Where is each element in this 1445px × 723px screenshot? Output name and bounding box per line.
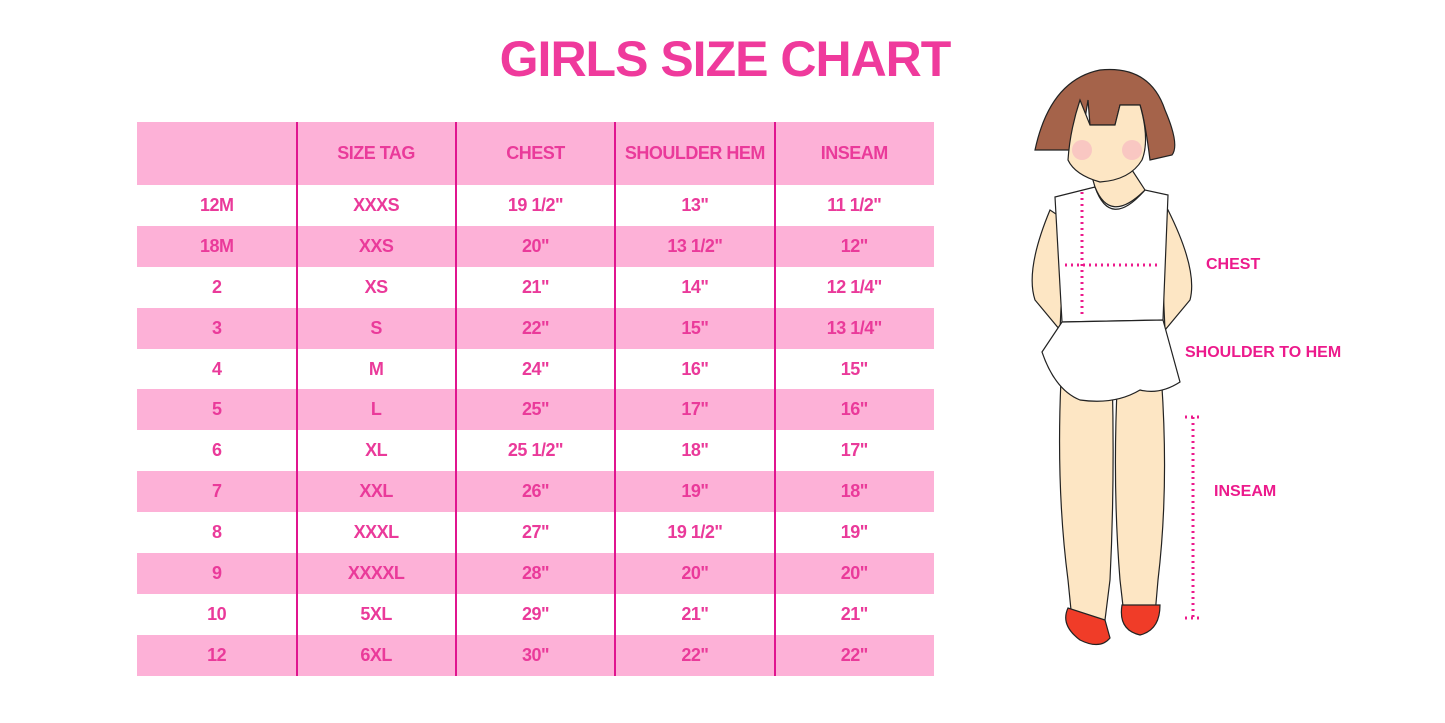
header-cell: SIZE TAG	[337, 143, 415, 163]
table-row: 9 XXXXL 28" 20" 20"	[137, 553, 934, 594]
table-header: SIZE TAG CHEST SHOULDER HEM INSEAM	[137, 122, 934, 185]
girl-figure-illustration	[1020, 60, 1380, 675]
table-cell: 25 1/2"	[507, 440, 564, 461]
table-cell: 13 1/4"	[826, 317, 883, 338]
table-row: 10 5XL 29" 21" 21"	[137, 594, 934, 635]
table-cell: 21"	[521, 276, 550, 297]
table-cell: 16"	[840, 399, 869, 420]
table-cell: 12"	[840, 235, 869, 256]
table-cell: 12	[207, 644, 227, 665]
table-cell: 16"	[681, 358, 709, 379]
table-cell: 5XL	[360, 603, 392, 624]
table-cell: 13 1/2"	[667, 235, 723, 256]
table-row: 18M XXS 20" 13 1/2" 12"	[137, 225, 934, 267]
table-cell: XL	[365, 440, 388, 461]
table-cell: 13"	[681, 194, 709, 215]
table-cell: 20"	[840, 562, 869, 583]
table-cell: 25"	[521, 399, 550, 420]
table-cell: 19 1/2"	[507, 194, 564, 215]
table-cell: 19"	[840, 522, 869, 543]
inseam-label: INSEAM	[1214, 483, 1277, 500]
table-row: 8 XXXL 27" 19 1/2" 19"	[137, 512, 934, 553]
table-cell: 28"	[521, 562, 550, 583]
table-cell: 14"	[681, 276, 709, 297]
table-cell: XXL	[359, 481, 393, 502]
table-cell: XS	[364, 276, 389, 297]
table-cell: 6XL	[360, 644, 392, 665]
table-row: 7 XXL 26" 19" 18"	[137, 471, 934, 513]
table-cell: XXXS	[353, 194, 400, 215]
table-cell: 18"	[681, 440, 709, 461]
column-divider	[455, 122, 457, 676]
table-cell: S	[370, 317, 382, 338]
table-cell: 12M	[199, 194, 234, 215]
table-cell: 29"	[521, 603, 550, 624]
table-cell: XXS	[358, 235, 394, 256]
table-cell: 18M	[199, 235, 234, 256]
column-divider	[614, 122, 616, 676]
table-cell: 2	[211, 276, 222, 297]
table-cell: 15"	[681, 317, 709, 338]
table-cell: 8	[211, 522, 222, 543]
table-cell: 22"	[681, 644, 709, 665]
table-cell: 17"	[840, 440, 869, 461]
table-cell: 7	[211, 481, 222, 502]
table-cell: XXXXL	[347, 562, 405, 583]
table-cell: 26"	[521, 481, 550, 502]
girl-illustration	[1031, 68, 1200, 646]
table-row: 2 XS 21" 14" 12 1/4"	[137, 267, 934, 308]
table-cell: 24"	[521, 358, 550, 379]
chest-label: CHEST	[1206, 256, 1261, 273]
table-cell: 20"	[521, 235, 550, 256]
page-title: GIRLS SIZE CHART	[499, 31, 952, 87]
table-cell: 15"	[840, 358, 869, 379]
table-cell: 22"	[521, 317, 550, 338]
table-cell: 17"	[681, 399, 709, 420]
table-cell: 5	[211, 399, 222, 420]
table-cell: 30"	[521, 644, 550, 665]
shoulder-to-hem-label: SHOULDER TO HEM	[1185, 344, 1342, 361]
table-cell: 12 1/4"	[826, 276, 883, 297]
table-cell: 19"	[681, 481, 709, 502]
table-cell: 21"	[681, 603, 709, 624]
table-row: 6 XL 25 1/2" 18" 17"	[137, 430, 934, 471]
table-cell: 27"	[521, 522, 550, 543]
header-cell: CHEST	[506, 143, 565, 163]
table-cell: 3	[211, 317, 222, 338]
table-row: 4 M 24" 16" 15"	[137, 349, 934, 390]
table-cell: L	[370, 399, 382, 420]
table-cell: M	[368, 358, 384, 379]
table-cell: 10	[207, 603, 227, 624]
table-row: 5 L 25" 17" 16"	[137, 389, 934, 431]
table-cell: 22"	[840, 644, 869, 665]
header-cell: INSEAM	[820, 143, 889, 163]
header-cell: SHOULDER HEM	[624, 143, 766, 163]
table-cell: 6	[211, 440, 222, 461]
table-cell: 19 1/2"	[667, 522, 723, 543]
size-table: SIZE TAG CHEST SHOULDER HEM INSEAM 12M XX…	[137, 122, 934, 676]
table-cell: 18"	[840, 481, 869, 502]
table-cell: 11 1/2"	[827, 194, 882, 215]
table-cell: 20"	[681, 562, 709, 583]
table-cell: XXXL	[353, 522, 400, 543]
table-cell: 21"	[840, 603, 869, 624]
table-cell: 9	[211, 562, 222, 583]
table-row: 12 6XL 30" 22" 22"	[137, 634, 934, 676]
table-row: 12M XXXS 19 1/2" 13" 11 1/2"	[137, 185, 934, 226]
table-cell: 4	[211, 358, 222, 379]
table-row: 3 S 22" 15" 13 1/4"	[137, 307, 934, 349]
column-divider	[296, 122, 298, 676]
column-divider	[774, 122, 776, 676]
